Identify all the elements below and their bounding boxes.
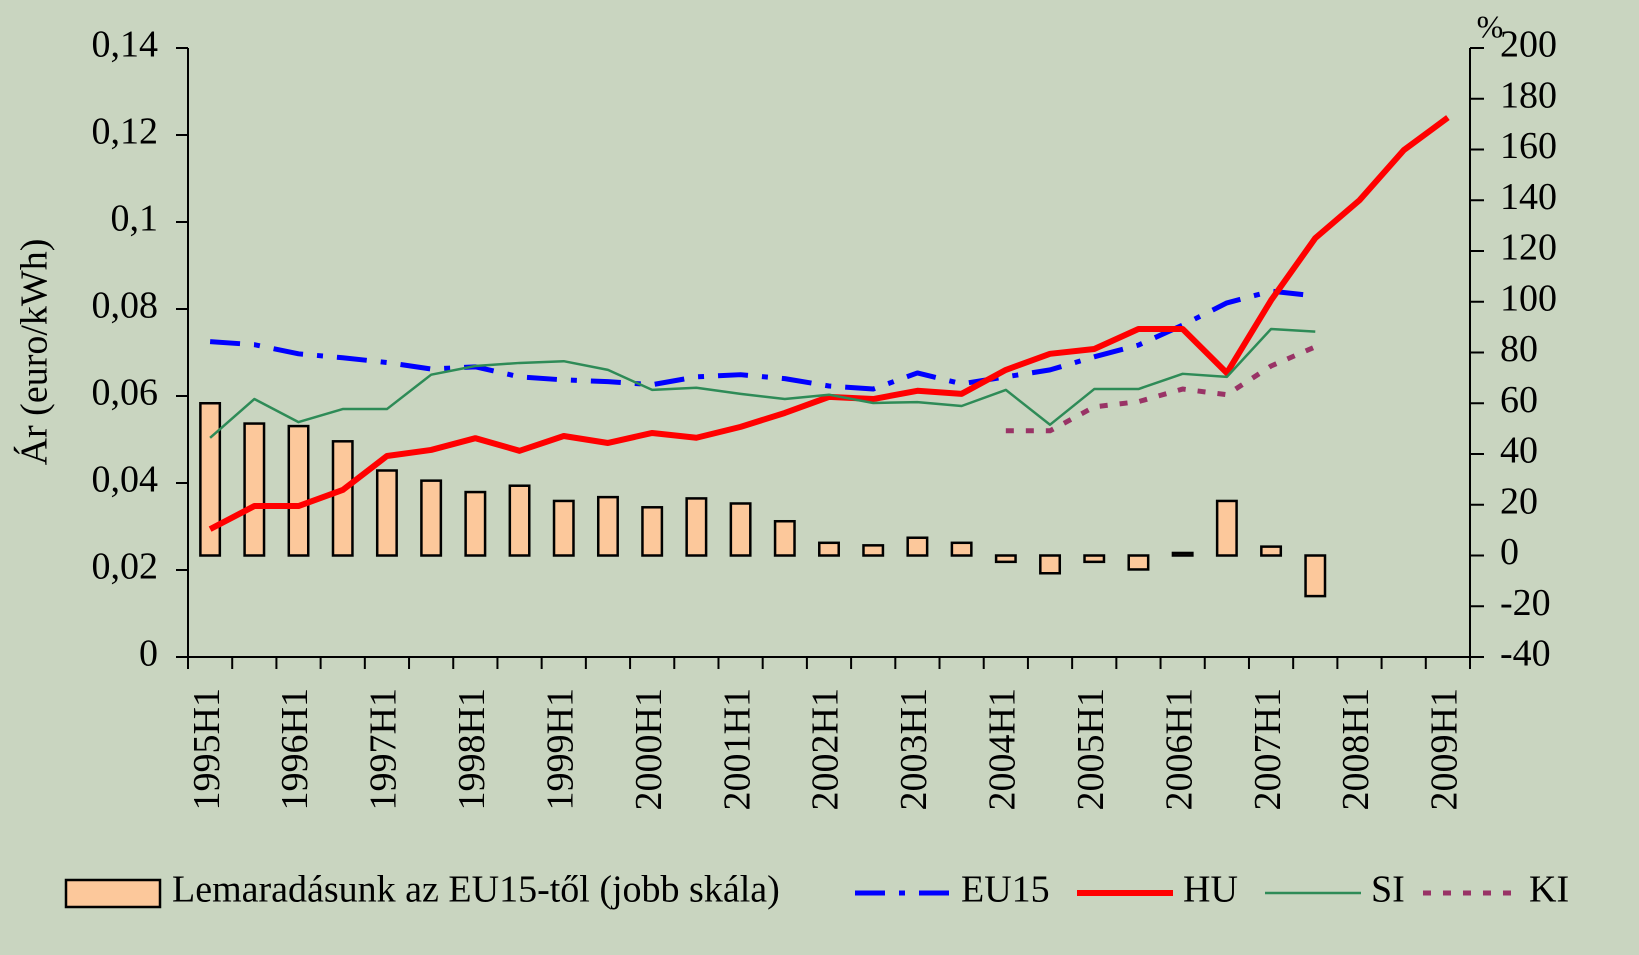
y-tick-label: 0,1 [111,198,159,240]
y2-tick-label: 80 [1500,328,1538,370]
y-tick-label: 0,08 [92,285,159,327]
bar [819,543,838,556]
bar [642,507,661,555]
bar [598,497,617,555]
y-tick-label: 0,04 [92,459,159,501]
x-tick-label: 2002H1 [805,688,847,810]
bar [289,426,308,555]
y2-tick-label: 120 [1500,227,1557,269]
bar [200,403,219,555]
x-tick-label: 2006H1 [1158,688,1200,810]
legend-label: EU15 [961,869,1050,911]
y2-tick-label: -20 [1500,582,1551,624]
bar [1129,556,1148,570]
x-tick-label: 1999H1 [539,688,581,810]
y2-tick-label: 0 [1500,531,1519,573]
bar [863,545,882,555]
y2-tick-label: 20 [1500,480,1538,522]
bar [510,486,529,556]
bar [775,521,794,555]
bar [333,441,352,555]
legend-swatch [66,880,160,907]
x-tick-label: 1998H1 [451,688,493,810]
bar [245,424,264,556]
y2-tick-label: -40 [1500,633,1551,675]
legend-label: KI [1529,869,1569,911]
bar [1261,547,1280,556]
legend-label: SI [1371,869,1405,911]
legend-label: Lemaradásunk az EU15-től (jobb skála) [172,869,780,911]
y-tick-label: 0,14 [92,24,159,66]
bar [1040,556,1059,574]
x-tick-label: 2008H1 [1335,688,1377,810]
x-tick-label: 2005H1 [1070,688,1112,810]
bar [1173,553,1192,556]
x-tick-label: 1997H1 [363,688,405,810]
x-tick-label: 2009H1 [1424,688,1466,810]
x-tick-label: 1996H1 [274,688,316,810]
x-tick-label: 2000H1 [628,688,670,810]
x-tick-label: 2003H1 [893,688,935,810]
bar [908,538,927,556]
bar [554,501,573,556]
y2-tick-label: 200 [1500,24,1557,66]
y-axis-title: Ár (euro/kWh) [14,239,56,466]
y-tick-label: 0,06 [92,372,159,414]
bar [731,503,750,555]
chart: Ár (euro/kWh) % 00,020,040,060,080,10,12… [0,0,1639,955]
x-tick-label: 2004H1 [982,688,1024,810]
y2-tick-label: 100 [1500,277,1557,319]
x-tick-label: 2001H1 [716,688,758,810]
bar [1306,556,1325,597]
legend-label: HU [1183,869,1238,911]
x-tick-label: 1995H1 [186,688,228,810]
bar [1085,556,1104,562]
bar [421,481,440,556]
bar [687,498,706,555]
y2-tick-label: 60 [1500,379,1538,421]
y-tick-label: 0 [139,633,158,675]
bar [377,470,396,555]
bar [1217,501,1236,556]
x-tick-label: 2007H1 [1247,688,1289,810]
y-tick-label: 0,02 [92,546,159,588]
y2-tick-label: 180 [1500,74,1557,116]
bar [466,492,485,555]
y2-tick-label: 160 [1500,125,1557,167]
bar [996,556,1015,562]
y2-tick-label: 140 [1500,176,1557,218]
bar [952,543,971,556]
y-tick-label: 0,12 [92,111,159,153]
y2-tick-label: 40 [1500,430,1538,472]
